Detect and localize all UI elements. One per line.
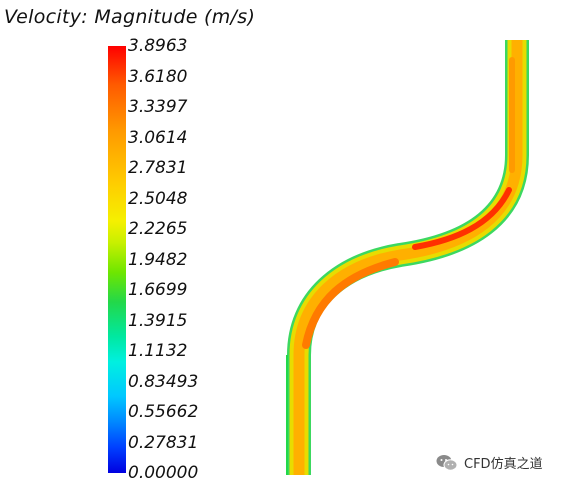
color-legend-bar	[108, 46, 126, 473]
legend-tick-label: 2.2265	[128, 219, 188, 239]
legend-tick-label: 2.7831	[128, 158, 188, 178]
legend-tick-label: 1.1132	[128, 341, 188, 361]
color-legend-ticks: 3.8963 3.6180 3.3397 3.0614 2.7831 2.5048 2.22…	[128, 36, 248, 484]
legend-tick-label: 0.27831	[128, 432, 199, 453]
legend-tick-label: 1.6699	[128, 280, 188, 300]
legend-tick-label: 1.9482	[128, 249, 188, 270]
wechat-icon	[436, 454, 458, 471]
legend-tick-label: 1.3915	[128, 310, 188, 331]
legend-tick-label: 3.0614	[128, 127, 188, 148]
pipe-peak-velocity-edge	[412, 187, 512, 250]
pipe-core-layer	[293, 40, 523, 475]
legend-tick-label: 3.6180	[128, 66, 188, 87]
legend-tick-label: 3.8963	[128, 36, 188, 56]
plot-title: Velocity: Magnitude (m/s)	[4, 6, 256, 28]
legend-tick-label: 3.3397	[128, 97, 188, 117]
watermark: CFD仿真之道	[436, 453, 543, 472]
legend-tick-label: 0.83493	[128, 371, 199, 392]
watermark-text: CFD仿真之道	[464, 457, 543, 472]
pipe-high-velocity-bend	[302, 258, 399, 349]
legend-tick-label: 0.00000	[128, 463, 199, 483]
legend-tick-label: 2.5048	[128, 188, 188, 209]
legend-tick-label: 0.55662	[128, 402, 199, 422]
